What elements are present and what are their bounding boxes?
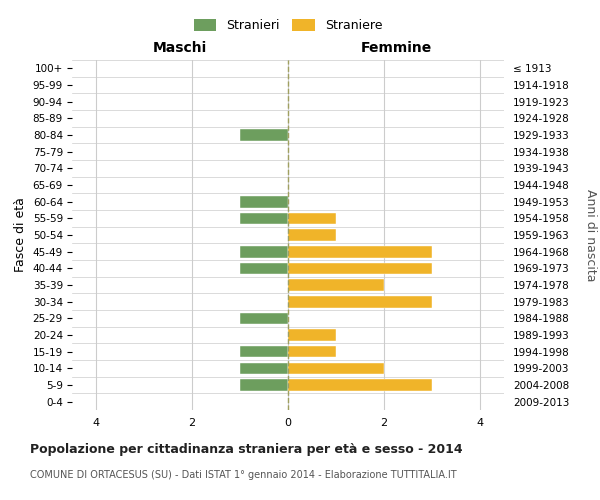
Bar — [288, 262, 432, 274]
Bar — [288, 329, 336, 341]
Bar — [240, 312, 288, 324]
Bar — [240, 362, 288, 374]
Bar — [240, 212, 288, 224]
Text: Maschi: Maschi — [153, 41, 207, 55]
Text: COMUNE DI ORTACESUS (SU) - Dati ISTAT 1° gennaio 2014 - Elaborazione TUTTITALIA.: COMUNE DI ORTACESUS (SU) - Dati ISTAT 1°… — [30, 470, 457, 480]
Bar — [288, 279, 384, 291]
Bar — [240, 246, 288, 258]
Bar — [240, 262, 288, 274]
Bar — [240, 196, 288, 207]
Y-axis label: Fasce di età: Fasce di età — [14, 198, 27, 272]
Bar — [288, 296, 432, 308]
Bar — [288, 346, 336, 358]
Bar — [288, 229, 336, 241]
Bar — [288, 362, 384, 374]
Bar — [288, 212, 336, 224]
Text: Femmine: Femmine — [361, 41, 431, 55]
Bar — [240, 346, 288, 358]
Bar — [240, 129, 288, 141]
Bar — [288, 379, 432, 391]
Text: Anni di nascita: Anni di nascita — [584, 188, 597, 281]
Bar — [288, 246, 432, 258]
Legend: Stranieri, Straniere: Stranieri, Straniere — [189, 14, 387, 37]
Text: Popolazione per cittadinanza straniera per età e sesso - 2014: Popolazione per cittadinanza straniera p… — [30, 442, 463, 456]
Bar — [240, 379, 288, 391]
